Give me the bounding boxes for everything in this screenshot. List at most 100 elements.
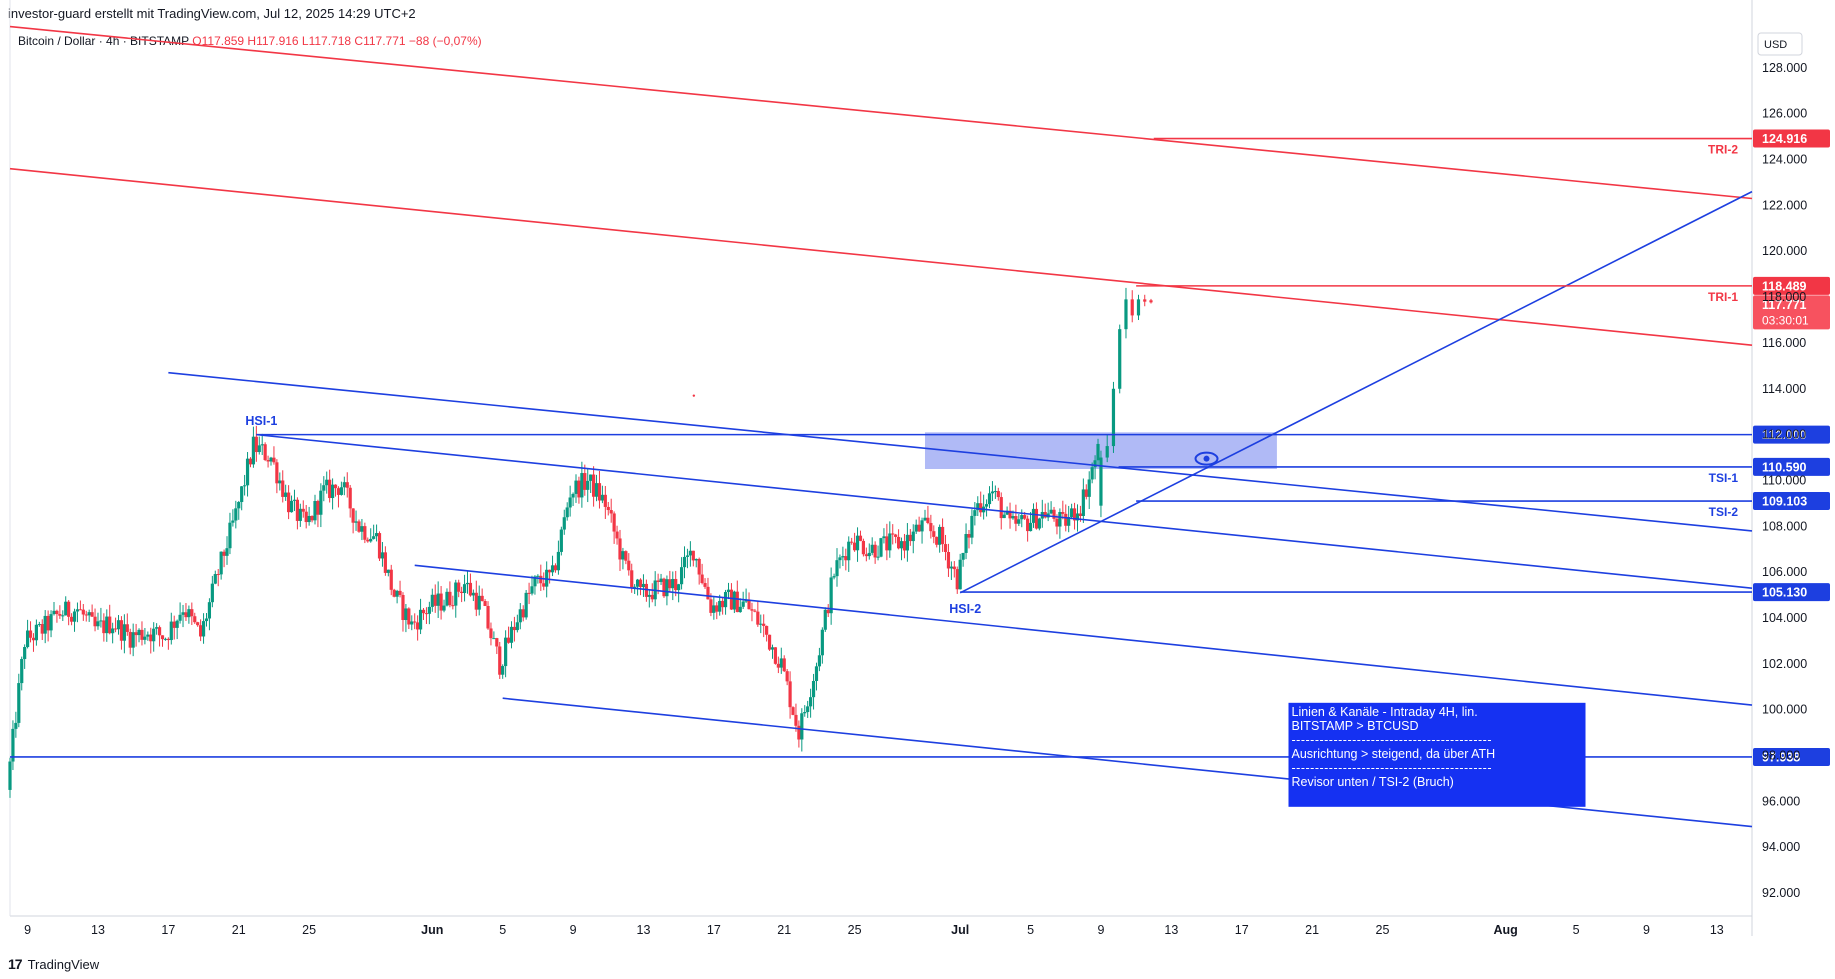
candle-body [765,625,769,635]
candle-body [823,609,827,630]
candle-body [392,589,396,597]
candle-body [11,728,15,762]
candle-body [844,556,848,561]
candle-body [433,594,437,606]
candle-body [342,482,346,488]
candle-body [1070,508,1074,518]
candle-body [37,624,41,626]
time-tick: 17 [707,923,721,937]
candle-body [946,552,951,569]
candle-body [735,591,739,613]
candle-body [1081,489,1085,516]
candle-body [1111,388,1116,447]
candle-body [245,458,250,486]
price-tick: 104.000 [1762,611,1807,625]
candle-body [418,609,423,630]
candle-body [899,541,904,549]
candle-body [791,707,795,715]
time-tick: 25 [1376,923,1390,937]
candle-body [1023,515,1027,519]
candles [8,287,1153,798]
candle-body [166,638,170,641]
price-tick: 118.000 [1762,290,1806,304]
candle-body [287,492,291,513]
candle-body [55,610,59,615]
candle-body [1014,516,1018,524]
candle-body [817,655,822,667]
candle-body [210,583,214,603]
candle-body [987,493,992,505]
candle-body [266,460,270,462]
candle-body [621,551,625,560]
candle-body [550,565,555,573]
candle-body [281,480,285,497]
candle-body [483,601,487,606]
symbol-legend[interactable]: Bitcoin / Dollar · 4h · BITSTAMP O117.85… [18,34,482,48]
candle-body [709,599,713,613]
time-tick: Jul [951,923,969,937]
price-tick: 116.000 [1762,336,1806,350]
eye-outline [1194,451,1219,466]
candle-body [31,637,36,641]
time-tick: 21 [777,923,791,937]
candle-body [284,492,288,497]
candle-body [762,623,766,626]
time-tick: 5 [499,923,506,937]
candle-body [187,609,191,618]
candle-body [1072,508,1077,521]
candle-body [1011,516,1015,519]
candle-body [471,592,475,596]
candle-body [389,569,393,590]
candle-body [380,552,385,559]
candle-body [662,578,666,597]
time-tick: 9 [570,923,577,937]
candle-body [157,627,162,636]
footer-brand[interactable]: 17 TradingView [8,956,99,972]
candle-body [398,590,402,595]
candle-body [257,445,261,453]
candle-body [935,536,939,545]
candle-body [694,558,698,561]
candle-body [1031,508,1036,523]
candle-body [832,576,836,578]
note-line: BITSTAMP > BTCUSD [1292,719,1419,733]
candle-body [888,533,892,551]
candle-body [706,586,710,600]
candle-body [416,622,420,630]
candle-body [328,479,332,499]
candle-body [896,536,901,549]
channel-trendline [168,371,1753,532]
candle-body [618,538,622,560]
level-price-tag [1753,129,1830,148]
resistance-trendline [9,167,1753,347]
candle-body [1087,479,1091,497]
level-price-tag [1753,492,1830,511]
level-price-label: 109.103 [1762,495,1807,509]
candle-body [14,722,18,729]
candle-body [307,515,311,523]
candle-body [961,552,965,560]
candle-body [647,594,651,597]
candle-body [571,493,575,498]
candle-body [624,551,628,561]
candle-body [222,551,226,556]
candle-body [184,612,188,618]
price-tick: 110.000 [1762,473,1806,487]
candle-body [1058,512,1062,527]
time-tick: 25 [302,923,316,937]
candle-body [568,497,572,508]
candle-body [644,583,648,597]
candle-body [721,600,725,608]
candle-body [606,506,610,511]
current-price-tag [1753,295,1830,330]
candle-body [163,638,168,640]
candle-body [615,531,619,539]
candle-body [468,582,473,596]
candle-body [996,491,1000,498]
candle-body [169,621,173,641]
candle-body [386,569,390,573]
candle-body [562,517,566,530]
note-line: Linien & Kanäle - Intraday 4H, lin. [1292,705,1478,719]
candle-body [682,556,687,568]
